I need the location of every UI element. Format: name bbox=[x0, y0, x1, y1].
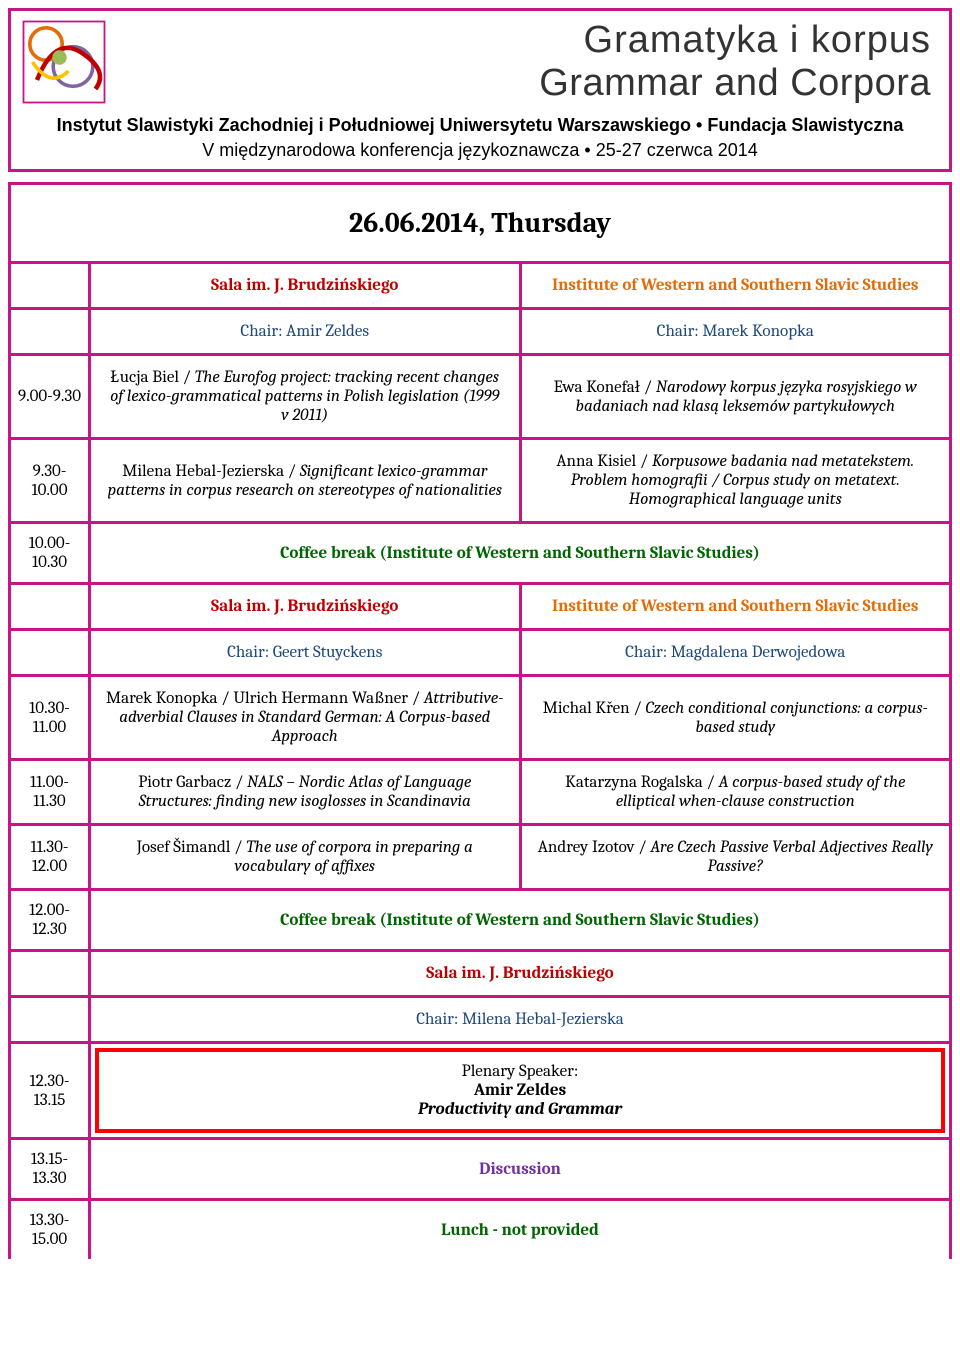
banner-title-pl: Gramatyka i korpus bbox=[19, 19, 931, 62]
time-cell-empty bbox=[11, 310, 91, 353]
talk-right-5: Andrey Izotov / Are Czech Passive Verbal… bbox=[522, 826, 950, 888]
slot-row-2: 9.30-10.00 Milena Hebal-Jezierska / Sign… bbox=[11, 440, 949, 524]
author: Milena Hebal-Jezierska / bbox=[122, 462, 300, 481]
time-1: 9.00-9.30 bbox=[11, 356, 91, 437]
plenary-room-row: Sala im. J. Brudzińskiego bbox=[11, 952, 949, 998]
talk-right-2: Anna Kisiel / Korpusowe badania nad meta… bbox=[522, 440, 950, 521]
schedule-table: 26.06.2014, Thursday Sala im. J. Brudziń… bbox=[8, 182, 952, 1259]
room-header-row: Sala im. J. Brudzińskiego Institute of W… bbox=[11, 264, 949, 310]
time-cell-empty bbox=[11, 264, 91, 307]
author: Marek Konopka / Ulrich Hermann Waßner / bbox=[106, 689, 424, 708]
talk-title: Are Czech Passive Verbal Adjectives Real… bbox=[650, 838, 932, 876]
author: Łucja Biel / bbox=[111, 368, 195, 387]
plenary-row: 12.30-13.15 Plenary Speaker: Amir Zeldes… bbox=[11, 1044, 949, 1140]
lunch-text: Lunch - not provided bbox=[91, 1201, 949, 1259]
chair-right-2: Chair: Magdalena Derwojedowa bbox=[522, 631, 950, 674]
plenary-speaker: Amir Zeldes bbox=[109, 1081, 931, 1100]
talk-left-4: Piotr Garbacz / NALS – Nordic Atlas of L… bbox=[91, 761, 522, 823]
time-5: 11.30-12.00 bbox=[11, 826, 91, 888]
break-row-2: 12.00-12.30 Coffee break (Institute of W… bbox=[11, 891, 949, 952]
talk-left-5: Josef Šimandl / The use of corpora in pr… bbox=[91, 826, 522, 888]
plenary-room: Sala im. J. Brudzińskiego bbox=[91, 952, 949, 995]
plenary-box: Plenary Speaker: Amir Zeldes Productivit… bbox=[95, 1048, 945, 1133]
time-3: 10.30-11.00 bbox=[11, 677, 91, 758]
time-2: 9.30-10.00 bbox=[11, 440, 91, 521]
time-cell-empty bbox=[11, 585, 91, 628]
conference-logo bbox=[19, 17, 109, 107]
banner-title-en: Grammar and Corpora bbox=[19, 62, 931, 105]
room-left: Sala im. J. Brudzińskiego bbox=[91, 264, 522, 307]
talk-title: Czech conditional conjunctions: a corpus… bbox=[645, 699, 927, 737]
chair-left-2: Chair: Geert Stuyckens bbox=[91, 631, 522, 674]
time-plenary: 12.30-13.15 bbox=[11, 1044, 91, 1137]
time-cell-empty bbox=[11, 952, 91, 995]
slot-row-5: 11.30-12.00 Josef Šimandl / The use of c… bbox=[11, 826, 949, 891]
room-left-2: Sala im. J. Brudzińskiego bbox=[91, 585, 522, 628]
author: Piotr Garbacz / bbox=[138, 773, 247, 792]
plenary-chair: Chair: Milena Hebal-Jezierska bbox=[91, 998, 949, 1041]
chair-right-1: Chair: Marek Konopka bbox=[522, 310, 950, 353]
talk-left-2: Milena Hebal-Jezierska / Significant lex… bbox=[91, 440, 522, 521]
slot-row-1: 9.00-9.30 Łucja Biel / The Eurofog proje… bbox=[11, 356, 949, 440]
talk-right-3: Michal Křen / Czech conditional conjunct… bbox=[522, 677, 950, 758]
author: Katarzyna Rogalska / bbox=[565, 773, 718, 792]
time-cell-empty bbox=[11, 998, 91, 1041]
talk-left-1: Łucja Biel / The Eurofog project: tracki… bbox=[91, 356, 522, 437]
time-lunch: 13.30-15.00 bbox=[11, 1201, 91, 1259]
banner-titles: Gramatyka i korpus Grammar and Corpora bbox=[19, 15, 941, 105]
banner-institution: Instytut Slawistyki Zachodniej i Południ… bbox=[19, 115, 941, 136]
talk-title: The use of corpora in preparing a vocabu… bbox=[235, 838, 473, 876]
banner-conference-info: V międzynarodowa konferencja językoznawc… bbox=[19, 140, 941, 161]
author: Michal Křen / bbox=[543, 699, 646, 718]
time-4: 11.00-11.30 bbox=[11, 761, 91, 823]
chair-left-1: Chair: Amir Zeldes bbox=[91, 310, 522, 353]
room-right-2: Institute of Western and Southern Slavic… bbox=[522, 585, 950, 628]
lunch-row: 13.30-15.00 Lunch - not provided bbox=[11, 1201, 949, 1259]
author: Josef Šimandl / bbox=[137, 838, 247, 857]
room-header-row-2: Sala im. J. Brudzińskiego Institute of W… bbox=[11, 585, 949, 631]
chair-row-2: Chair: Geert Stuyckens Chair: Magdalena … bbox=[11, 631, 949, 677]
author: Ewa Konefał / bbox=[554, 378, 656, 397]
slot-row-4: 11.00-11.30 Piotr Garbacz / NALS – Nordi… bbox=[11, 761, 949, 826]
break-text-2: Coffee break (Institute of Western and S… bbox=[91, 891, 949, 949]
plenary-title: Productivity and Grammar bbox=[109, 1100, 931, 1119]
chair-row-1: Chair: Amir Zeldes Chair: Marek Konopka bbox=[11, 310, 949, 356]
talk-left-3: Marek Konopka / Ulrich Hermann Waßner / … bbox=[91, 677, 522, 758]
time-cell-empty bbox=[11, 631, 91, 674]
discussion-text: Discussion bbox=[91, 1140, 949, 1198]
header-banner: Gramatyka i korpus Grammar and Corpora I… bbox=[8, 8, 952, 172]
time-discussion: 13.15-13.30 bbox=[11, 1140, 91, 1198]
time-break-2: 12.00-12.30 bbox=[11, 891, 91, 949]
slot-row-3: 10.30-11.00 Marek Konopka / Ulrich Herma… bbox=[11, 677, 949, 761]
plenary-label: Plenary Speaker: bbox=[109, 1062, 931, 1081]
author: Anna Kisiel / bbox=[556, 452, 652, 471]
room-right: Institute of Western and Southern Slavic… bbox=[522, 264, 950, 307]
time-break-1: 10.00-10.30 bbox=[11, 524, 91, 582]
break-row-1: 10.00-10.30 Coffee break (Institute of W… bbox=[11, 524, 949, 585]
author: Andrey Izotov / bbox=[538, 838, 651, 857]
talk-right-4: Katarzyna Rogalska / A corpus-based stud… bbox=[522, 761, 950, 823]
discussion-row: 13.15-13.30 Discussion bbox=[11, 1140, 949, 1201]
talk-right-1: Ewa Konefał / Narodowy korpus języka ros… bbox=[522, 356, 950, 437]
plenary-chair-row: Chair: Milena Hebal-Jezierska bbox=[11, 998, 949, 1044]
break-text-1: Coffee break (Institute of Western and S… bbox=[91, 524, 949, 582]
day-title: 26.06.2014, Thursday bbox=[11, 185, 949, 264]
